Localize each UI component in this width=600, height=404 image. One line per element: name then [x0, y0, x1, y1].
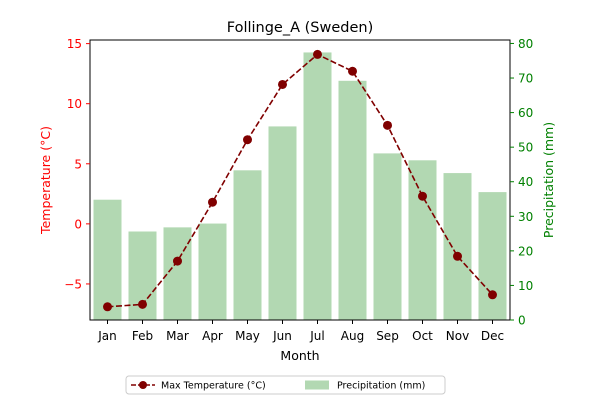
temperature-series-line [107, 53, 494, 308]
temperature-point-may [243, 135, 252, 145]
temperature-point-jun [278, 79, 287, 89]
temperature-point-jan [103, 302, 112, 312]
precipitation-bar-oct [408, 160, 437, 320]
y-left-tick-label: 5 [74, 157, 82, 171]
axes: −5 0 5 10 15 0 10 20 30 40 50 60 70 80 Jan Feb Mar Apr May… [64, 37, 533, 343]
precipitation-bar-sep [373, 153, 402, 320]
precipitation-bar-jul [303, 52, 332, 320]
legend-frame [125, 375, 446, 395]
y-right-tick-label: 70 [518, 72, 533, 86]
x-axis-label: Month [280, 348, 319, 363]
x-tick-label-may: May [235, 329, 260, 343]
precipitation-bar-apr [198, 223, 227, 320]
temperature-point-mar [173, 256, 182, 266]
y-right-tick-label: 10 [518, 279, 533, 293]
legend-bar-swatch [305, 380, 329, 390]
y-right-tick-label: 30 [518, 210, 533, 224]
y-right-tick-label: 60 [518, 106, 533, 120]
y-left-tick-label: 15 [67, 37, 82, 51]
precipitation-bar-may [233, 170, 262, 320]
precipitation-bar-aug [338, 80, 367, 320]
y-left-tick-label: 0 [74, 217, 82, 231]
precipitation-bar-nov [443, 173, 472, 320]
chart-title: Follinge_A (Sweden) [227, 20, 374, 36]
precipitation-bar-jun [268, 126, 297, 320]
x-tick-label-oct: Oct [412, 329, 433, 343]
y-left-tick-label: −5 [64, 277, 82, 291]
y-right-tick-label: 40 [518, 175, 533, 189]
x-tick-label-aug: Aug [341, 329, 364, 343]
x-tick-label-nov: Nov [446, 329, 469, 343]
x-tick-label-jul: Jul [309, 329, 324, 343]
temperature-line [103, 49, 497, 312]
y-left-tick-label: 10 [67, 97, 82, 111]
x-tick-label-dec: Dec [481, 329, 504, 343]
y-right-tick-label: 80 [518, 37, 533, 51]
x-tick-label-mar: Mar [166, 329, 189, 343]
temperature-point-jul [313, 49, 322, 59]
temperature-point-aug [348, 66, 357, 76]
temperature-point-sep [383, 120, 392, 130]
y-axis-left-label: Temperature (°C) [38, 126, 53, 235]
legend-line-marker [139, 381, 147, 389]
y-right-tick-label: 20 [518, 244, 533, 258]
precipitation-bar-jan [93, 199, 122, 320]
y-axis-right-label: Precipitation (mm) [541, 122, 556, 238]
x-tick-label-jun: Jun [272, 329, 292, 343]
temperature-point-nov [453, 251, 462, 261]
precipitation-bar-dec [478, 192, 507, 320]
legend-entry-temperature: Max Temperature (°C) [161, 381, 266, 392]
x-tick-label-jan: Jan [97, 329, 117, 343]
precipitation-bar-mar [163, 227, 192, 320]
y-right-tick-label: 50 [518, 141, 533, 155]
temperature-point-oct [418, 191, 427, 201]
temperature-point-dec [488, 290, 497, 300]
x-tick-label-sep: Sep [376, 329, 399, 343]
precipitation-bars [93, 52, 507, 320]
temperature-point-apr [208, 197, 217, 207]
plot-frame [89, 39, 511, 321]
legend: Max Temperature (°C) Precipitation (mm) [125, 375, 446, 395]
x-tick-label-apr: Apr [202, 329, 223, 343]
y-right-tick-label: 0 [518, 314, 526, 328]
x-tick-label-feb: Feb [132, 329, 153, 343]
temperature-point-feb [138, 299, 147, 309]
legend-entry-precipitation: Precipitation (mm) [337, 381, 425, 392]
